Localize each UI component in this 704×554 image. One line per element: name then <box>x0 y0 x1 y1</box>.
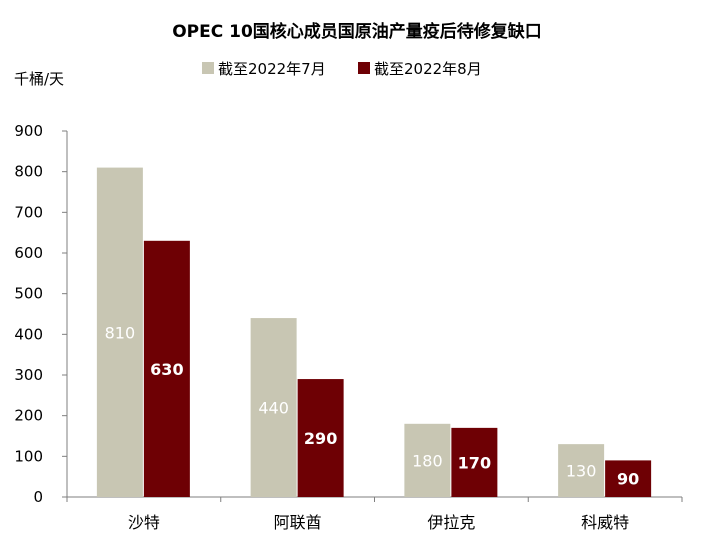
legend-label-series-1: 截至2022年8月 <box>374 60 482 78</box>
bar-series-0-0 <box>96 167 143 497</box>
y-tick-label: 0 <box>33 488 43 506</box>
y-tick-label: 600 <box>14 244 43 262</box>
y-tick-label: 800 <box>14 163 43 181</box>
data-label-series-0-1: 440 <box>258 399 289 418</box>
bar-series-1-1 <box>297 379 344 497</box>
y-tick-label: 400 <box>14 325 43 343</box>
category-labels: 沙特 阿联酋 伊拉克 科威特 <box>128 513 629 532</box>
data-label-series-1-1: 290 <box>304 429 337 448</box>
y-axis: 0 100 200 300 400 500 600 700 800 900 <box>14 122 68 506</box>
bar-series-0-1 <box>250 318 297 497</box>
data-labels: 810 630 440 290 180 170 130 90 <box>105 323 640 488</box>
bar-series-0-3 <box>558 444 605 497</box>
bar-series-1-0 <box>143 240 190 498</box>
y-tick-label: 900 <box>14 122 43 140</box>
legend-label-series-0: 截至2022年7月 <box>218 60 326 78</box>
bar-series-1-2 <box>451 427 498 497</box>
legend-swatch-series-0 <box>202 62 214 74</box>
category-label-3: 科威特 <box>581 513 629 532</box>
chart-title: OPEC 10国核心成员国原油产量疫后待修复缺口 <box>172 21 542 42</box>
category-label-0: 沙特 <box>128 513 160 532</box>
legend-swatch-series-1 <box>358 62 370 74</box>
x-axis <box>66 496 683 502</box>
y-tick-label: 500 <box>14 285 43 303</box>
bars <box>96 167 652 498</box>
plot-area: 0 100 200 300 400 500 600 700 800 900 810 630 440 29… <box>14 122 683 532</box>
legend: 截至2022年7月 截至2022年8月 <box>202 60 482 78</box>
bar-series-0-2 <box>404 423 451 497</box>
y-tick-label: 100 <box>14 447 43 465</box>
category-label-2: 伊拉克 <box>427 513 475 532</box>
data-label-series-1-2: 170 <box>458 453 491 472</box>
y-tick-label: 700 <box>14 203 43 221</box>
data-label-series-0-2: 180 <box>412 451 443 470</box>
legend-item-series-1: 截至2022年8月 <box>358 60 482 78</box>
y-tick-label: 200 <box>14 407 43 425</box>
legend-item-series-0: 截至2022年7月 <box>202 60 326 78</box>
data-label-series-0-3: 130 <box>566 462 597 481</box>
data-label-series-1-0: 630 <box>150 360 183 379</box>
data-label-series-0-0: 810 <box>105 323 136 342</box>
data-label-series-1-3: 90 <box>617 470 639 489</box>
y-axis-unit-label: 千桶/天 <box>14 70 64 88</box>
y-tick-label: 300 <box>14 366 43 384</box>
category-label-1: 阿联酋 <box>274 513 322 532</box>
bar-series-1-3 <box>605 460 652 497</box>
